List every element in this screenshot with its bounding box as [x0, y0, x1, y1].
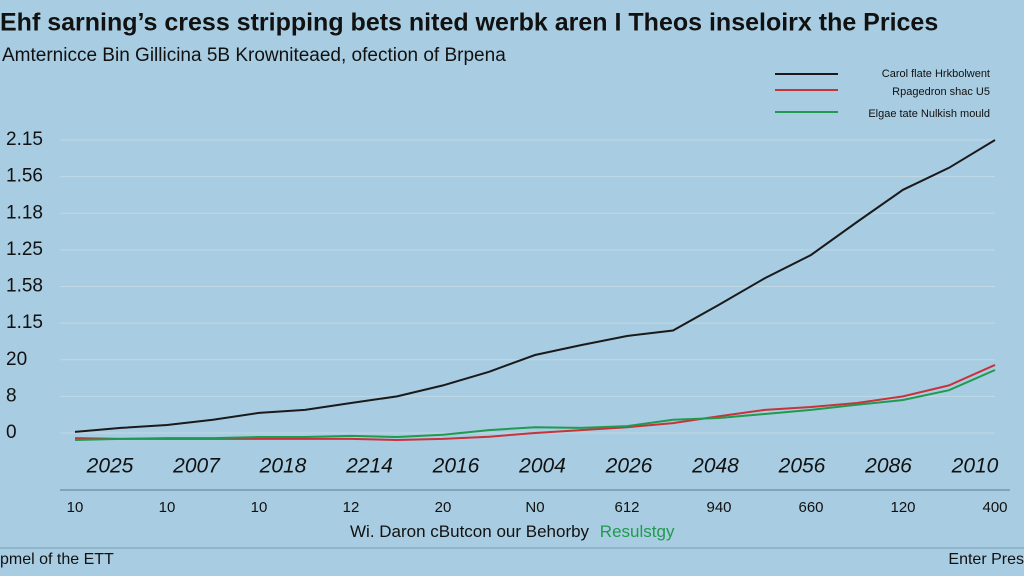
footer-highlight: Resulstgy — [600, 522, 675, 541]
footer-text: Wi. Daron cButcon our Behorby — [350, 522, 590, 541]
x-tick-label-2: 400 — [982, 499, 1007, 516]
x-tick-label: 2086 — [864, 455, 912, 478]
x-tick-label: 2026 — [605, 455, 653, 478]
line-series — [74, 363, 996, 442]
y-tick-label: 8 — [6, 385, 17, 406]
footer-right: Enter Pres — [948, 551, 1024, 568]
x-tick-label-2: 612 — [614, 499, 639, 516]
chart-title: Ehf sarning’s cress stripping bets nited… — [0, 9, 938, 37]
x-tick-label: 2004 — [518, 455, 566, 478]
x-tick-label: 2025 — [86, 455, 134, 478]
y-tick-label: 1.56 — [6, 166, 43, 187]
x-tick-label: 2007 — [172, 455, 221, 478]
x-tick-label-2: 20 — [435, 499, 452, 516]
y-tick-label: 1.58 — [6, 276, 43, 297]
x-tick-label-2: 10 — [251, 499, 268, 516]
x-tick-label-2: 660 — [798, 499, 823, 516]
legend-label: Carol flate Hrkbolwent — [882, 68, 990, 80]
footer-left: pmel of the ETT — [0, 551, 114, 568]
x-tick-label: 2018 — [259, 455, 307, 478]
line-series — [74, 369, 996, 441]
x-tick-label: 2056 — [778, 455, 826, 478]
x-tick-label: 2016 — [432, 455, 480, 478]
x-tick-label: 2010 — [951, 455, 999, 478]
y-tick-label: 1.25 — [6, 239, 43, 260]
x-tick-label-2: 10 — [159, 499, 176, 516]
x-tick-label: 2048 — [691, 455, 739, 478]
y-tick-label: 1.15 — [6, 312, 43, 333]
x-tick-label-2: N0 — [525, 499, 544, 516]
x-tick-label-2: 120 — [890, 499, 915, 516]
y-tick-label: 20 — [6, 349, 27, 370]
x-tick-label-2: 10 — [67, 499, 84, 516]
legend-label: Elgae tate Nulkish mould — [868, 108, 990, 120]
x-tick-label: 2214 — [345, 455, 393, 478]
y-tick-label: 1.18 — [6, 202, 43, 223]
chart-subtitle: Amternicce Bin Gillicina 5B Krowniteaed,… — [2, 45, 506, 66]
footer-center: Wi. Daron cButcon our Behorby Resulstgy — [350, 522, 675, 541]
x-tick-label-2: 12 — [343, 499, 360, 516]
y-tick-label: 0 — [6, 422, 17, 443]
legend-label: Rpagedron shac U5 — [892, 86, 990, 98]
x-tick-label-2: 940 — [706, 499, 731, 516]
line-series — [74, 139, 996, 433]
y-tick-label: 2.15 — [6, 129, 43, 150]
